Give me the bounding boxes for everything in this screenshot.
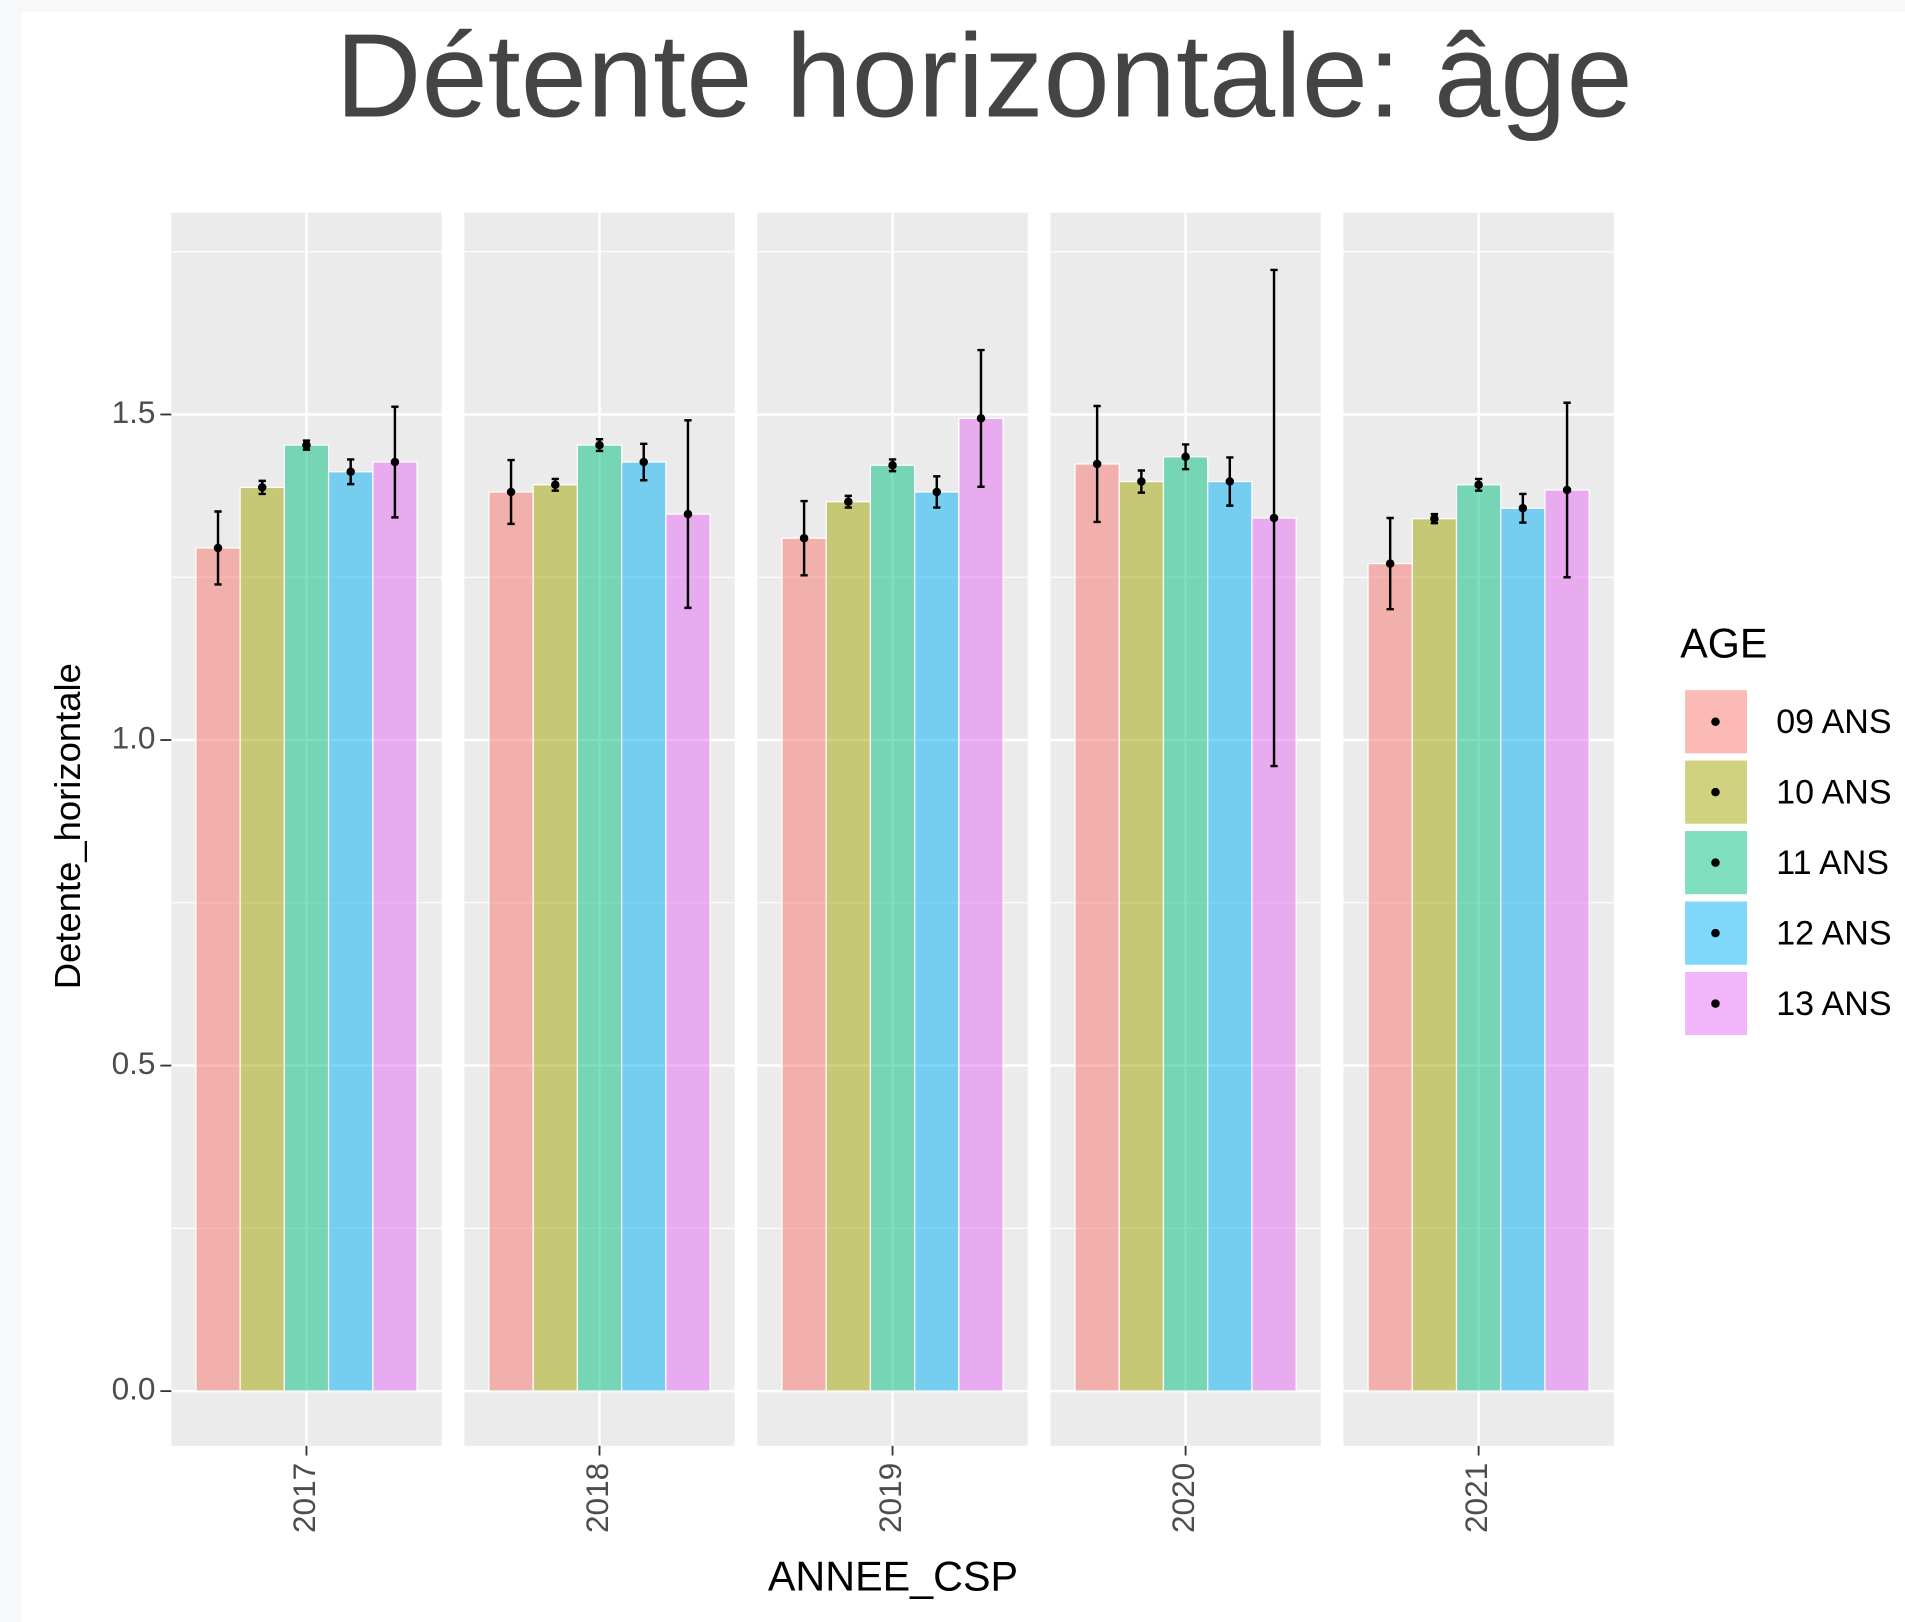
legend-label: 10 ANS (1776, 774, 1891, 812)
mean-point (1225, 477, 1235, 486)
bar (1455, 484, 1502, 1392)
bar (1500, 507, 1546, 1392)
legend-title: AGE (1680, 620, 1767, 666)
legend-dot (1711, 928, 1720, 938)
mean-point (844, 497, 853, 506)
mean-point (506, 487, 516, 497)
legend-key (1682, 758, 1750, 827)
y-tick-label: 0.5 (112, 1045, 156, 1081)
bar (576, 444, 623, 1392)
legend-dot (1711, 787, 1720, 797)
bar (283, 444, 330, 1392)
mean-point (932, 487, 942, 497)
x-tick-label: 2019 (872, 1463, 908, 1533)
mean-point (1562, 485, 1572, 495)
bar (1162, 456, 1209, 1392)
mean-point (302, 440, 311, 450)
x-tick-label: 2017 (286, 1463, 322, 1533)
bar (958, 417, 1004, 1392)
legend-label: 11 ANS (1776, 844, 1889, 882)
bar (869, 464, 916, 1392)
bar (825, 501, 872, 1392)
bar (1118, 480, 1165, 1392)
bar (195, 547, 241, 1392)
x-tick-label: 2020 (1165, 1463, 1201, 1533)
x-tick-label: 2021 (1458, 1463, 1494, 1533)
bar (1207, 480, 1253, 1392)
bar (914, 491, 960, 1392)
bar (1411, 518, 1458, 1392)
bar (1074, 463, 1120, 1392)
mean-point (1430, 514, 1439, 523)
chart-title: Détente horizontale: âge (335, 10, 1632, 143)
y-tick-label: 0.0 (112, 1370, 156, 1406)
mean-point (595, 440, 604, 450)
y-tick-label: 1.5 (112, 394, 156, 430)
bar (621, 461, 667, 1392)
mean-point (390, 457, 400, 467)
bar (1367, 562, 1413, 1392)
mean-point (551, 480, 560, 490)
mean-point (213, 543, 223, 553)
x-axis-label: ANNEE_CSP (768, 1553, 1018, 1599)
bar (372, 461, 418, 1392)
bar (781, 537, 827, 1392)
mean-point (1385, 559, 1395, 568)
legend-label: 09 ANS (1776, 703, 1891, 741)
legend-dot (1711, 858, 1720, 867)
bar (665, 513, 711, 1392)
mean-point (799, 533, 809, 543)
bar (488, 491, 534, 1392)
mean-point (888, 461, 897, 470)
bar (532, 484, 578, 1392)
mean-point (1137, 477, 1146, 486)
x-tick-label: 2018 (579, 1463, 615, 1533)
legend-label: 13 ANS (1776, 985, 1891, 1023)
legend-dot (1711, 717, 1720, 726)
mean-point (346, 467, 355, 477)
legend-label: 12 ANS (1776, 915, 1891, 953)
bar (1544, 489, 1590, 1392)
mean-point (1269, 513, 1279, 523)
mean-point (257, 483, 267, 492)
mean-point (639, 457, 648, 467)
mean-point (1092, 459, 1102, 469)
mean-point (683, 509, 693, 519)
legend-dot (1711, 999, 1720, 1008)
bar (327, 471, 374, 1392)
mean-point (1518, 503, 1528, 513)
mean-point (1474, 480, 1483, 490)
mean-point (976, 414, 986, 423)
y-axis-label: Detente_horizontale (47, 663, 88, 989)
bar (239, 486, 285, 1392)
y-tick-label: 1.0 (112, 719, 156, 755)
mean-point (1181, 452, 1190, 462)
